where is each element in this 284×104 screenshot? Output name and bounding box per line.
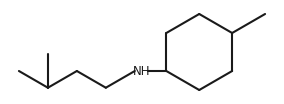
Text: NH: NH <box>133 64 150 77</box>
